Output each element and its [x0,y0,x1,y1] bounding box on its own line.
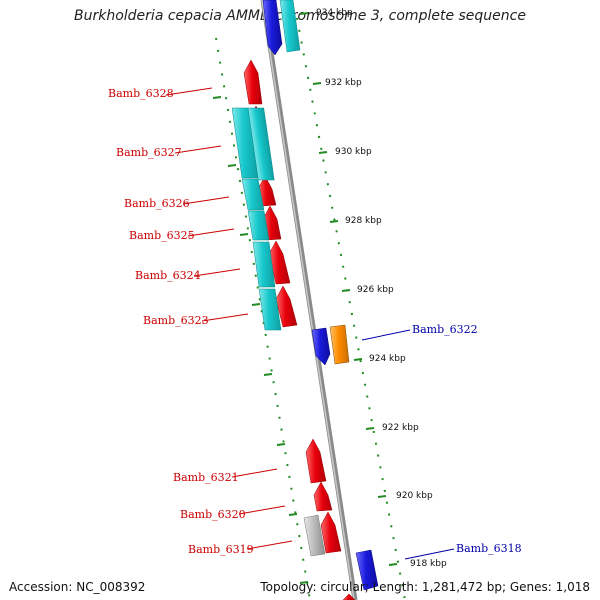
label-leader [231,468,278,478]
gene-label-bamb-6327[interactable]: Bamb_6327 [116,146,182,159]
tick-label: 928 kbp [345,216,382,226]
outer-ring-major-tick [299,581,309,584]
tick-label: 934 kbp [316,8,353,18]
tick-mark [388,563,398,566]
label-leader [182,196,230,205]
tick-mark [318,151,328,154]
gene-label-bamb-6320[interactable]: Bamb_6320 [180,508,246,521]
label-leader [187,228,235,237]
gene-label-bamb-6318[interactable]: Bamb_6318 [456,542,522,555]
gene-label-bamb-6319[interactable]: Bamb_6319 [188,543,254,556]
outer-ring-major-tick [276,443,286,446]
label-leader [165,87,213,96]
label-leader [361,329,411,341]
tick-mark [377,495,387,498]
gene-label-bamb-6321[interactable]: Bamb_6321 [173,471,239,484]
outer-ring-major-tick [251,303,261,306]
tick-label: 918 kbp [410,559,447,569]
gene-grey [303,514,326,557]
tick-label: 920 kbp [396,491,433,501]
gene-label-bamb-6322[interactable]: Bamb_6322 [412,323,478,336]
label-leader [193,268,241,277]
gene-cyan [247,210,270,241]
tick-label: 932 kbp [325,78,362,88]
gene-cyan [279,0,301,53]
gene-cyan [258,288,282,331]
tick-mark [353,358,363,361]
tick-mark [341,289,351,292]
inner-dotted-ring [296,17,406,600]
gene-red-partial [342,593,356,600]
outer-ring-major-tick [263,373,273,376]
topology-text: Topology: circular; Length: 1,281,472 bp… [260,580,590,594]
gene-label-bamb-6325[interactable]: Bamb_6325 [129,229,195,242]
chromosome-backbone [260,0,358,600]
label-leader [238,505,286,515]
map-title: Burkholderia cepacia AMMD chromosome 3, … [74,8,526,24]
tick-mark [329,220,339,223]
gene-bamb-6323[interactable] [275,285,298,328]
gene-blue [262,0,283,56]
gene-label-bamb-6323[interactable]: Bamb_6323 [143,314,209,327]
gene-label-bamb-6324[interactable]: Bamb_6324 [135,269,201,282]
outer-ring-major-tick [239,233,249,236]
tick-label: 924 kbp [369,354,406,364]
gene-bamb-6319[interactable] [320,511,342,554]
gene-bamb-6318[interactable] [355,549,379,591]
gene-bamb-6328[interactable] [243,59,263,105]
tick-mark [299,12,309,15]
gene-cyan [241,178,265,211]
tick-mark [312,82,322,85]
gene-label-bamb-6326[interactable]: Bamb_6326 [124,197,190,210]
label-leader [404,548,455,560]
chromosome-backbone-highlight [261,0,355,600]
gene-blue [311,327,331,366]
tick-label: 922 kbp [382,423,419,433]
label-leader [201,313,249,322]
tick-label: 930 kbp [335,147,372,157]
label-leader [246,540,293,550]
outer-ring-major-tick [212,96,222,99]
gene-label-bamb-6328[interactable]: Bamb_6328 [108,87,174,100]
gene-cyan [252,241,276,288]
gene-bamb-6320[interactable] [313,481,333,512]
tick-label: 926 kbp [357,285,394,295]
label-leader [174,145,222,154]
gene-cyan [231,107,259,179]
outer-ring-major-tick [288,513,298,516]
gene-bamb-6322[interactable] [329,324,350,365]
accession-text: Accession: NC_008392 [9,580,146,594]
outer-ring-major-tick [227,164,237,167]
gene-bamb-6321[interactable] [305,438,327,484]
tick-mark [365,427,375,430]
